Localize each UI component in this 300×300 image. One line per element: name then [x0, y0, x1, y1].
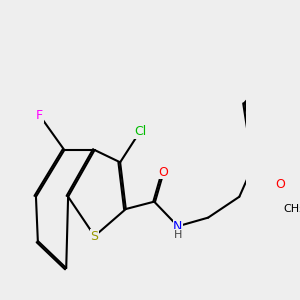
- Text: O: O: [158, 166, 168, 178]
- Text: F: F: [36, 109, 43, 122]
- Text: H: H: [174, 230, 182, 240]
- Text: Cl: Cl: [134, 125, 146, 138]
- Text: O: O: [275, 178, 285, 191]
- Text: N: N: [173, 220, 182, 233]
- Text: CH₃: CH₃: [283, 204, 300, 214]
- Text: S: S: [91, 230, 99, 243]
